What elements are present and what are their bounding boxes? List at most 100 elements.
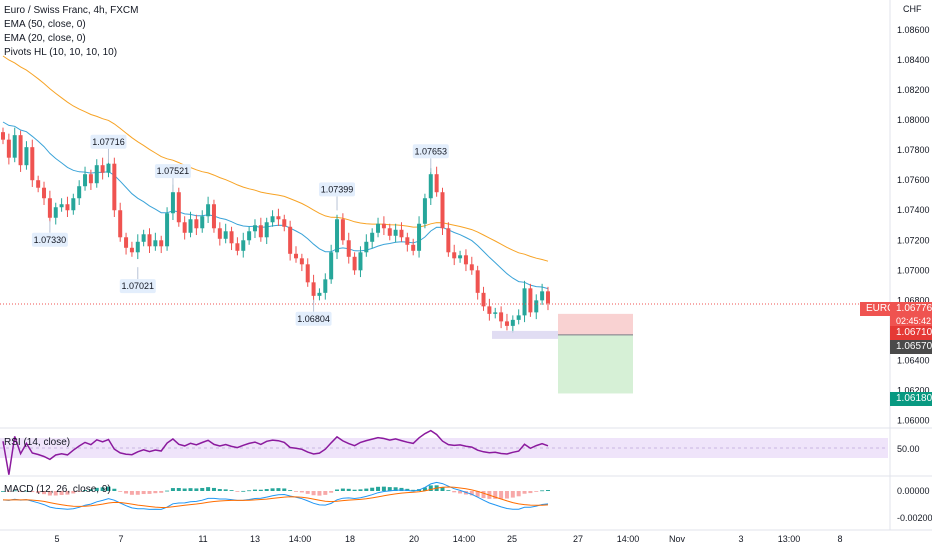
macd-tick-label: 0.00000 — [897, 486, 930, 496]
macd-histogram-bar — [147, 491, 152, 494]
x-tick-label: 27 — [573, 534, 583, 544]
macd-histogram-bar — [188, 488, 193, 491]
macd-histogram-bar — [446, 490, 451, 492]
candle-body — [24, 147, 29, 166]
macd-histogram-bar — [329, 491, 334, 493]
candle-body — [12, 135, 17, 158]
x-tick-label: 14:00 — [453, 534, 476, 544]
countdown-tag: 02:45:42 — [890, 314, 932, 328]
candle-body — [393, 229, 398, 236]
candle-body — [6, 139, 11, 158]
candle-body — [458, 255, 463, 259]
ema20-legend[interactable]: EMA (20, close, 0) — [4, 33, 86, 44]
candle-body — [42, 187, 47, 199]
pivot-label: 1.07399 — [321, 184, 354, 194]
candle-body — [288, 226, 293, 254]
y-tick-label: 1.07200 — [897, 235, 930, 245]
macd-histogram-bar — [217, 489, 222, 491]
macd-histogram-bar — [182, 488, 187, 491]
candle-body — [335, 219, 340, 253]
macd-histogram-bar — [124, 491, 129, 494]
pivot-label: 1.07021 — [122, 281, 155, 291]
signal-line — [2, 486, 549, 509]
pivot-label: 1.07716 — [92, 137, 125, 147]
candle-body — [358, 252, 363, 271]
candle-body — [258, 225, 263, 238]
candle-body — [504, 321, 509, 326]
macd-histogram-bar — [469, 491, 474, 496]
candle-body — [36, 180, 41, 188]
x-tick-label: 11 — [198, 534, 207, 544]
macd-histogram-bar — [165, 490, 170, 492]
stop-zone — [558, 313, 633, 335]
x-tick-label: 20 — [409, 534, 419, 544]
rsi-title[interactable]: RSI (14, close) — [4, 437, 71, 448]
symbol-title[interactable]: Euro / Swiss Franc, 4h, FXCM — [4, 5, 139, 16]
entry-price-tag: 1.06570 — [890, 340, 932, 354]
candle-body — [463, 255, 468, 265]
candle-body — [540, 291, 545, 301]
axis-currency: CHF — [903, 4, 922, 14]
macd-histogram-bar — [522, 491, 527, 494]
macd-histogram-bar — [364, 488, 369, 491]
candle-body — [399, 229, 404, 238]
candle-body — [83, 174, 88, 187]
pivot-label: 1.06804 — [297, 314, 330, 324]
candle-body — [223, 231, 228, 239]
x-tick-label: 3 — [738, 534, 743, 544]
macd-histogram-bar — [305, 491, 310, 494]
macd-histogram-bar — [30, 491, 35, 493]
x-tick-label: 25 — [507, 534, 517, 544]
macd-histogram-bar — [528, 491, 533, 494]
candle-body — [405, 237, 410, 245]
candle-body — [206, 204, 211, 217]
macd-histogram-bar — [176, 488, 181, 491]
y-tick-label: 1.07000 — [897, 265, 930, 275]
macd-histogram-bar — [499, 491, 504, 499]
candle-body — [534, 300, 539, 313]
candle-body — [305, 264, 310, 283]
macd-histogram-bar — [317, 491, 322, 496]
candle-body — [129, 247, 134, 253]
macd-histogram-bar — [129, 491, 134, 495]
macd-histogram-bar — [387, 487, 392, 491]
pivot-label: 1.07653 — [415, 146, 448, 156]
x-tick-label: 14:00 — [289, 534, 312, 544]
chart-legend: Euro / Swiss Franc, 4h, FXCM EMA (50, cl… — [4, 4, 138, 60]
macd-histogram-bar — [159, 491, 164, 493]
macd-histogram-bar — [229, 490, 234, 491]
candle-body — [141, 234, 146, 242]
candle-body — [294, 253, 298, 259]
macd-histogram-bar — [340, 488, 345, 491]
symbol-tag: EURCHF — [866, 303, 908, 314]
candle-body — [170, 192, 175, 214]
candle-body — [434, 174, 439, 193]
candle-body — [493, 312, 498, 314]
candle-body — [252, 225, 257, 232]
macd-histogram-bar — [223, 489, 228, 491]
macd-histogram-bar — [194, 488, 199, 491]
macd-title[interactable]: MACD (12, 26, close, 9) — [4, 484, 111, 495]
candle-body — [65, 204, 70, 211]
ema50-legend[interactable]: EMA (50, close, 0) — [4, 19, 86, 30]
macd-histogram-bar — [346, 488, 351, 491]
macd-histogram-bar — [440, 487, 445, 491]
macd-histogram-bar — [299, 491, 304, 493]
x-tick-label: 13:00 — [778, 534, 801, 544]
macd-histogram-bar — [422, 487, 427, 491]
macd-histogram-bar — [376, 486, 381, 491]
pivot-label-bg — [31, 232, 68, 247]
macd-histogram-bar — [545, 490, 550, 491]
candle-body — [317, 292, 322, 296]
x-tick-label: 5 — [54, 534, 59, 544]
macd-histogram-bar — [493, 491, 498, 499]
pivot-label-bg — [319, 182, 356, 197]
candle-body — [516, 315, 521, 320]
macd-histogram-bar — [258, 489, 263, 491]
candle-body — [352, 256, 357, 271]
pivots-legend[interactable]: Pivots HL (10, 10, 10, 10) — [4, 47, 118, 58]
macd-histogram-bar — [206, 487, 211, 491]
macd-histogram-bar — [118, 491, 123, 492]
macd-histogram-bar — [36, 491, 41, 494]
